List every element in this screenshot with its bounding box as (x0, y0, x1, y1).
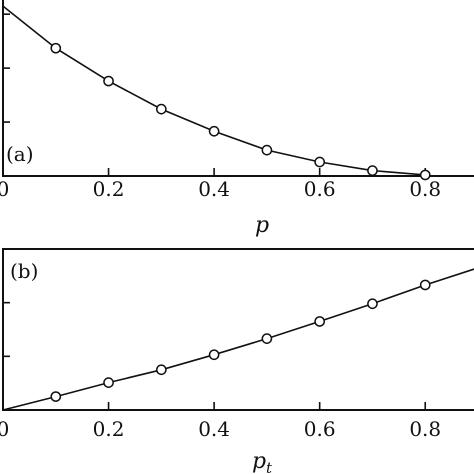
panel-b-x-axis-label: pt (252, 449, 273, 474)
panel-a-data-point (208, 125, 220, 137)
panel-a-x-tick-labels: 0 0.2 0.4 0.6 0.8 (0, 177, 441, 201)
panel-b-frame (2, 248, 474, 411)
panel-b-data-point (50, 391, 62, 402)
panel-a-data-point (50, 42, 62, 54)
panel-b-x-tick-label: 0.8 (409, 417, 441, 441)
panel-b-data-point (208, 349, 220, 361)
panel-a-x-tick-label: 0.6 (304, 177, 336, 201)
panel-a-x-tick-label: 0.2 (93, 177, 125, 201)
panel-b-data-point (261, 333, 273, 344)
panel-b-series-line (2, 268, 474, 411)
panel-b-label: (b) (10, 259, 38, 283)
panel-a-y-ticks (3, 13, 10, 177)
panel-a-x-axis-label: p (255, 213, 269, 238)
panel-a-data-point (419, 169, 431, 181)
panel-a-data-point (155, 103, 167, 115)
panel-b-x-axis-label-subscript: t (266, 459, 273, 474)
panel-b-x-tick-labels: 0 0.2 0.4 0.6 0.8 (0, 417, 441, 441)
panel-b-data-point (103, 377, 114, 388)
panel-b-y-ticks (3, 301, 10, 411)
panel-b-x-tick-label: 0.6 (304, 417, 336, 441)
panel-b-x-axis-label-main: p (252, 449, 266, 474)
panel-b-markers (50, 279, 431, 402)
panel-a-data-point (314, 156, 326, 168)
panel-b-data-point (367, 298, 378, 310)
panel-a-x-tick-label: 0 (0, 177, 9, 201)
panel-b-x-tick-label: 0.2 (93, 417, 125, 441)
panel-a-data-point (103, 75, 114, 87)
panel-b: 0 0.2 0.4 0.6 0.8 (b) pt (0, 248, 474, 474)
panel-a: 0 0.2 0.4 0.6 0.8 (a) p (0, 0, 474, 238)
panel-b-x-ticks (2, 402, 427, 410)
panel-b-x-tick-label: 0 (0, 417, 9, 441)
panel-b-data-point (155, 364, 167, 376)
panel-a-markers (50, 42, 431, 181)
panel-b-data-point (314, 316, 326, 327)
panel-a-data-point (367, 165, 378, 176)
panel-a-series-line (2, 5, 426, 176)
panel-a-frame (2, 0, 474, 177)
panel-b-x-tick-label: 0.4 (198, 417, 230, 441)
panel-a-label: (a) (6, 142, 34, 166)
panel-a-x-tick-label: 0.8 (409, 177, 441, 201)
panel-b-data-point (419, 279, 431, 291)
panel-a-data-point (261, 144, 273, 156)
panel-a-x-tick-label: 0.4 (198, 177, 230, 201)
